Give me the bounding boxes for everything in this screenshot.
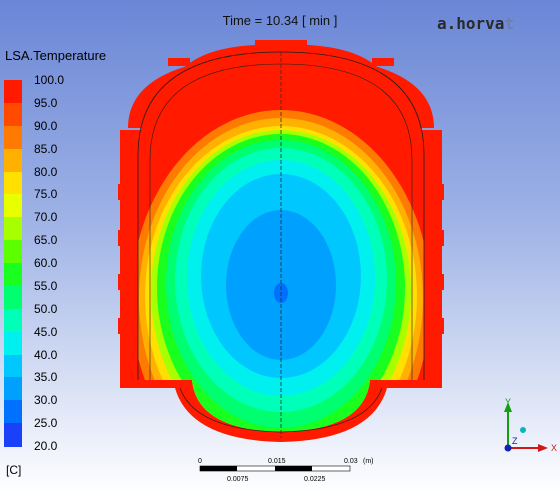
scale-label: 0 — [198, 458, 202, 465]
legend-unit: [C] — [6, 463, 22, 477]
legend-color-swatch — [4, 400, 22, 424]
legend-color-swatch — [4, 148, 22, 172]
legend-label: 60.0 — [34, 256, 58, 270]
legend-color-swatch — [4, 102, 22, 127]
axis-y-label: Y — [505, 397, 511, 407]
legend-label: 25.0 — [34, 416, 58, 431]
legend-label: 80.0 — [34, 164, 58, 179]
legend-label: 70.0 — [34, 210, 58, 225]
legend-color-swatch — [4, 194, 22, 218]
legend-color-swatch — [4, 80, 22, 104]
legend-color-swatch — [4, 331, 22, 355]
axis-z-label: Z — [512, 436, 518, 446]
legend-color-swatch — [4, 423, 22, 447]
legend-label: 55.0 — [34, 278, 58, 293]
legend-color-swatch — [4, 217, 22, 241]
legend-label: 65.0 — [34, 233, 58, 248]
legend-label: 90.0 — [34, 118, 58, 133]
legend-label: 50.0 — [34, 301, 58, 316]
legend-color-swatch — [4, 125, 22, 150]
logo-text-a: a.horva — [437, 14, 505, 33]
scale-label: 0.0225 — [304, 476, 326, 483]
legend-color-swatch — [4, 354, 22, 378]
legend-color-swatch — [4, 377, 22, 401]
legend-label: 45.0 — [34, 324, 58, 339]
time-label: Time = 10.34 [ min ] — [222, 13, 338, 28]
legend-color-swatch — [4, 263, 22, 287]
legend-label: 30.0 — [34, 393, 58, 408]
logo-text-b: t — [504, 14, 515, 33]
scale-label: 0.0075 — [227, 476, 249, 483]
legend-title: LSA.Temperature — [5, 48, 107, 63]
legend-color-swatch — [4, 240, 22, 264]
logo: a.horvat — [437, 14, 514, 33]
scale-label: 0.015 — [268, 458, 286, 465]
axis-triad: Y X Z — [504, 397, 557, 453]
legend-label: 100.0 — [34, 73, 65, 87]
legend-color-swatch — [4, 171, 22, 195]
legend-label: 95.0 — [34, 95, 58, 110]
legend-label: 75.0 — [34, 187, 58, 202]
legend-label: 35.0 — [34, 370, 58, 385]
legend-color-swatch — [4, 285, 22, 310]
legend-label: 20.0 — [34, 439, 58, 453]
legend-label: 85.0 — [34, 141, 58, 156]
legend-color-bar — [4, 80, 22, 447]
axis-x-label: X — [551, 443, 557, 453]
scale-bar: 0 0.015 0.03 (m) 0.0075 0.0225 — [198, 458, 374, 483]
scale-label: (m) — [363, 458, 374, 465]
scale-label: 0.03 — [344, 458, 358, 465]
legend-color-swatch — [4, 308, 22, 333]
legend-label: 40.0 — [34, 347, 58, 362]
